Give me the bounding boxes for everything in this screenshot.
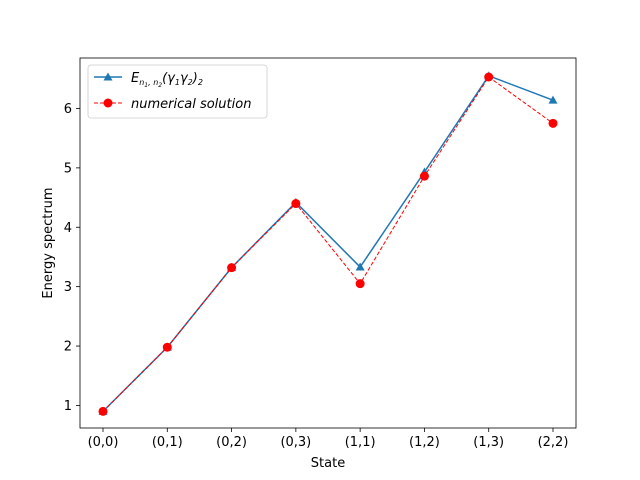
legend: En1, n2(γ1γ2)2 numerical solution xyxy=(87,64,268,119)
y-tick-label: 6 xyxy=(64,102,72,117)
data-point-series-2 xyxy=(419,171,429,181)
y-tick-label: 5 xyxy=(64,161,72,176)
x-tick-label: (0,1) xyxy=(152,435,183,450)
x-tick-label: (2,2) xyxy=(538,435,569,450)
data-point-series-2 xyxy=(227,263,237,273)
plot-area xyxy=(79,57,577,429)
data-point-series-2 xyxy=(291,199,301,209)
y-tick-label: 4 xyxy=(64,221,72,236)
series-layer xyxy=(98,71,558,416)
data-point-series-2 xyxy=(484,72,494,82)
x-tick-label: (0,3) xyxy=(280,435,311,450)
x-tick-label: (1,1) xyxy=(345,435,376,450)
x-tick-label: (1,2) xyxy=(409,435,440,450)
series-line-1 xyxy=(102,74,554,412)
data-point-series-2 xyxy=(162,342,172,352)
x-tick-label: (0,0) xyxy=(88,435,119,450)
y-tick-label: 3 xyxy=(64,280,72,295)
x-tick-label: (1,3) xyxy=(473,435,504,450)
plot-frame xyxy=(79,57,577,429)
legend-box xyxy=(87,64,268,119)
x-axis: (0,0) (0,1) (0,2) (0,3) (1,1) (1,2) (1,3) (2,2) xyxy=(88,428,569,450)
legend-label-series-2: numerical solution xyxy=(131,97,251,112)
y-tick-label: 2 xyxy=(64,340,72,355)
legend-marker-series-2 xyxy=(103,98,113,108)
x-axis-label: State xyxy=(311,456,345,471)
y-axis: 1 2 3 4 5 6 xyxy=(64,102,80,414)
data-point-series-2 xyxy=(548,118,558,128)
y-axis-label: Energy spectrum xyxy=(41,187,56,298)
data-point-series-2 xyxy=(355,279,365,289)
data-point-series-2 xyxy=(98,406,108,416)
plot-background xyxy=(80,58,576,428)
data-point-series-1 xyxy=(548,95,558,104)
x-tick-label: (0,2) xyxy=(216,435,247,450)
y-tick-label: 1 xyxy=(64,399,72,414)
data-point-series-1 xyxy=(355,262,365,271)
legend-marker-series-1 xyxy=(103,72,113,81)
